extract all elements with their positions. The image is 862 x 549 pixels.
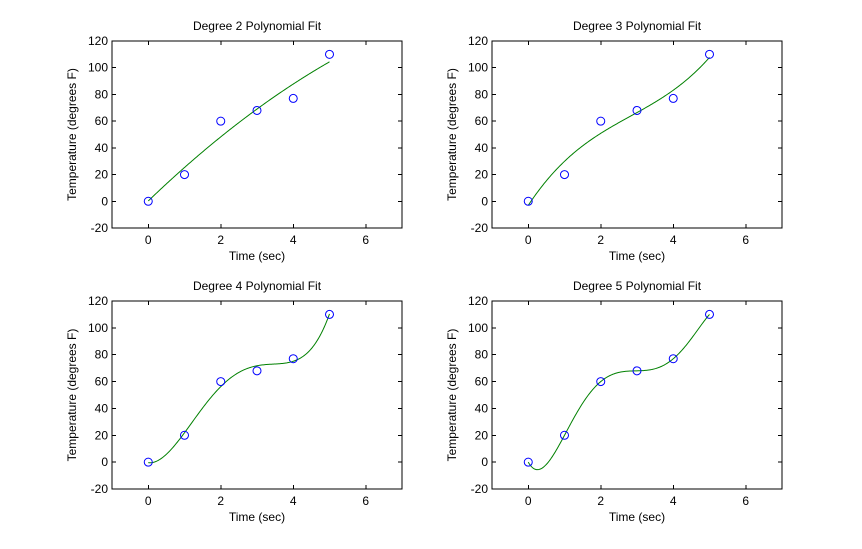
x-tick-label: 4 bbox=[670, 233, 677, 247]
data-point-marker bbox=[596, 377, 606, 387]
chart-title: Degree 3 Polynomial Fit bbox=[573, 19, 702, 33]
data-point-marker bbox=[632, 366, 642, 376]
plot-area-frame bbox=[111, 300, 403, 490]
y-tick-label: 80 bbox=[475, 87, 489, 101]
y-tick-label: 120 bbox=[468, 294, 488, 308]
data-point-marker bbox=[705, 309, 714, 319]
y-tick-label: 40 bbox=[475, 401, 489, 415]
data-point-marker bbox=[288, 354, 298, 364]
x-tick-label: 2 bbox=[597, 494, 604, 508]
x-tick-label: 2 bbox=[217, 494, 224, 508]
y-tick-label: 80 bbox=[95, 87, 109, 101]
data-point-marker bbox=[143, 196, 153, 206]
data-point-marker bbox=[325, 49, 334, 59]
data-point-marker bbox=[668, 354, 678, 364]
y-tick-label: 100 bbox=[88, 321, 108, 335]
x-tick-label: 6 bbox=[362, 233, 369, 247]
y-tick-label: 60 bbox=[95, 375, 109, 389]
data-point-marker bbox=[668, 93, 678, 103]
y-tick-label: 120 bbox=[468, 34, 488, 48]
y-tick-label: 20 bbox=[95, 168, 109, 182]
y-tick-label: 20 bbox=[475, 428, 489, 442]
data-point-marker bbox=[632, 105, 642, 115]
data-point-marker bbox=[288, 93, 298, 103]
x-tick-label: 0 bbox=[145, 233, 152, 247]
y-tick-label: 100 bbox=[468, 61, 488, 75]
x-tick-label: 6 bbox=[362, 494, 369, 508]
x-tick-label: 4 bbox=[290, 494, 297, 508]
fit-curve-line bbox=[527, 57, 710, 206]
x-tick-label: 0 bbox=[145, 494, 152, 508]
y-tick-label: 20 bbox=[95, 428, 109, 442]
data-point-marker bbox=[705, 49, 714, 59]
fit-curve-line bbox=[527, 314, 710, 471]
x-axis-label: Time (sec) bbox=[609, 249, 665, 263]
y-tick-label: 100 bbox=[88, 61, 108, 75]
y-tick-label: 40 bbox=[95, 141, 109, 155]
x-axis-label: Time (sec) bbox=[229, 249, 285, 263]
x-tick-label: 2 bbox=[217, 233, 224, 247]
x-tick-label: 2 bbox=[597, 233, 604, 247]
x-tick-label: 6 bbox=[742, 494, 749, 508]
y-tick-label: 40 bbox=[95, 401, 109, 415]
data-point-marker bbox=[216, 116, 226, 126]
data-point-marker bbox=[180, 170, 189, 180]
data-point-marker bbox=[252, 366, 262, 376]
x-axis-label: Time (sec) bbox=[229, 510, 285, 524]
data-point-marker bbox=[325, 309, 334, 319]
data-point-marker bbox=[252, 105, 262, 115]
x-axis-label: Time (sec) bbox=[609, 510, 665, 524]
y-tick-label: 0 bbox=[101, 194, 108, 208]
y-tick-label: 0 bbox=[481, 455, 488, 469]
y-tick-label: 120 bbox=[88, 34, 108, 48]
x-tick-label: 6 bbox=[742, 233, 749, 247]
data-point-marker bbox=[180, 430, 189, 440]
chart-title: Degree 4 Polynomial Fit bbox=[193, 279, 322, 293]
x-tick-label: 4 bbox=[670, 494, 677, 508]
y-tick-label: 0 bbox=[101, 455, 108, 469]
y-tick-label: 20 bbox=[475, 168, 489, 182]
data-point-marker bbox=[143, 457, 153, 467]
y-tick-label: 60 bbox=[475, 114, 489, 128]
y-tick-label: 40 bbox=[475, 141, 489, 155]
y-tick-label: 80 bbox=[95, 348, 109, 362]
y-axis-label: Temperature (degrees F) bbox=[445, 329, 459, 462]
chart-panel-1: 0 2 4 6 -20 0 20 40 60 80 100 120 Degree 2 Polynomia… bbox=[65, 19, 403, 263]
y-tick-label: 100 bbox=[468, 321, 488, 335]
y-tick-label: 120 bbox=[88, 294, 108, 308]
plot-area-frame bbox=[491, 300, 783, 490]
data-point-marker bbox=[596, 116, 606, 126]
x-tick-label: 0 bbox=[525, 494, 532, 508]
plot-area-frame bbox=[491, 40, 783, 229]
y-tick-label: 80 bbox=[475, 348, 489, 362]
y-axis-label: Temperature (degrees F) bbox=[445, 68, 459, 201]
y-axis-label: Temperature (degrees F) bbox=[65, 68, 79, 201]
y-tick-label: -20 bbox=[91, 482, 109, 496]
y-axis-label: Temperature (degrees F) bbox=[65, 329, 79, 462]
data-point-marker bbox=[216, 377, 226, 387]
y-tick-label: 0 bbox=[481, 194, 488, 208]
y-tick-label: 60 bbox=[95, 114, 109, 128]
data-point-marker bbox=[523, 457, 533, 467]
data-point-marker bbox=[523, 196, 533, 206]
data-point-marker bbox=[560, 430, 569, 440]
y-tick-label: -20 bbox=[471, 482, 489, 496]
y-tick-label: 60 bbox=[475, 375, 489, 389]
x-tick-label: 4 bbox=[290, 233, 297, 247]
fit-curve-line bbox=[147, 61, 330, 202]
y-tick-label: -20 bbox=[91, 221, 109, 235]
y-tick-label: -20 bbox=[471, 221, 489, 235]
plot-area-frame bbox=[111, 40, 403, 229]
x-tick-label: 0 bbox=[525, 233, 532, 247]
chart-panel-3: 0 2 4 6 -20 0 20 40 60 80 100 120 Degree 4 Polynomia… bbox=[65, 279, 403, 524]
fit-curve-line bbox=[148, 313, 330, 464]
chart-title: Degree 5 Polynomial Fit bbox=[573, 279, 702, 293]
chart-title: Degree 2 Polynomial Fit bbox=[193, 19, 322, 33]
data-point-marker bbox=[560, 170, 569, 180]
chart-panel-4: 0 2 4 6 -20 0 20 40 60 80 100 120 Degree 5 Polynomia… bbox=[445, 279, 783, 524]
chart-panel-2: 0 2 4 6 -20 0 20 40 60 80 100 120 Degree 3 Polynomia… bbox=[445, 19, 783, 263]
